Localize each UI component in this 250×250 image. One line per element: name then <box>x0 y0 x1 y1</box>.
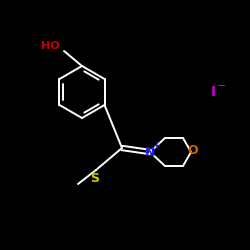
Text: O: O <box>188 144 198 158</box>
Text: −: − <box>217 81 227 91</box>
Text: N: N <box>145 146 155 160</box>
Text: S: S <box>90 172 100 184</box>
Text: I: I <box>210 85 216 99</box>
Text: HO: HO <box>41 41 59 51</box>
Text: +: + <box>153 141 161 151</box>
